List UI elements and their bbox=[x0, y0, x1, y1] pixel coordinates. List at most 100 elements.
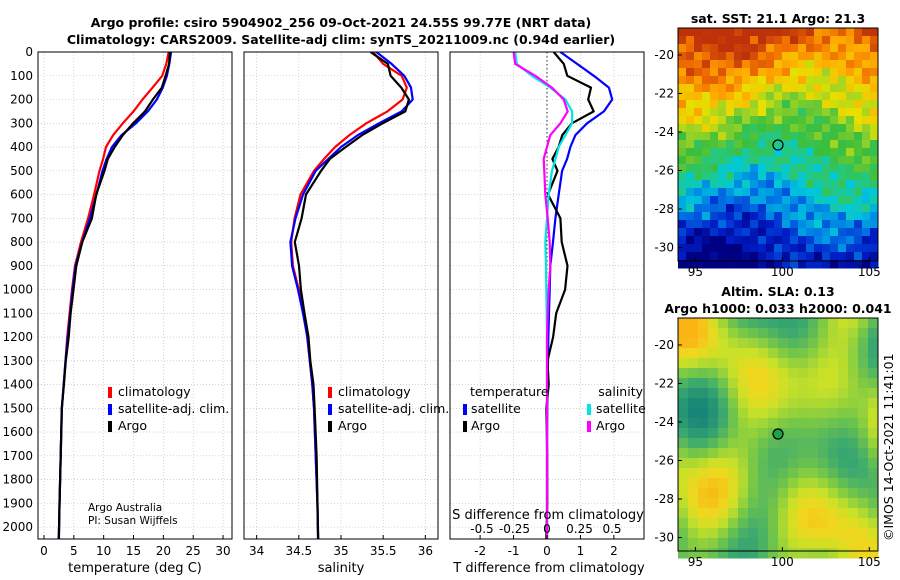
map-cell bbox=[862, 164, 871, 173]
map-cell bbox=[694, 116, 703, 125]
line-satellite-adj-clim- bbox=[289, 52, 414, 539]
map-cell bbox=[818, 408, 829, 419]
map-cell bbox=[782, 84, 791, 93]
map-cell bbox=[758, 148, 767, 157]
map-cell bbox=[686, 108, 695, 117]
map-cell bbox=[726, 212, 735, 221]
map-cell bbox=[678, 164, 687, 173]
map-cell bbox=[768, 328, 779, 339]
map-cell bbox=[694, 140, 703, 149]
map-cell bbox=[798, 92, 807, 101]
map-cell bbox=[830, 236, 839, 245]
map-cell bbox=[768, 368, 779, 379]
map-cell bbox=[726, 108, 735, 117]
map-cell bbox=[774, 244, 783, 253]
map-cell bbox=[710, 116, 719, 125]
s-legend-label-sat: satellite bbox=[596, 401, 646, 416]
map-cell bbox=[710, 44, 719, 53]
map-cell bbox=[708, 388, 719, 399]
map-cell bbox=[854, 28, 863, 37]
map-cell bbox=[708, 488, 719, 499]
map-cell bbox=[818, 518, 829, 529]
map-cell bbox=[678, 132, 687, 141]
map-cell bbox=[854, 100, 863, 109]
map-cell bbox=[768, 438, 779, 449]
map-cell bbox=[806, 132, 815, 141]
map-cell bbox=[734, 228, 743, 237]
depth-tick-label: 900 bbox=[10, 259, 33, 273]
map-cell bbox=[790, 52, 799, 61]
map-cell bbox=[870, 28, 879, 37]
map-cell bbox=[734, 148, 743, 157]
map-cell bbox=[710, 172, 719, 181]
map-cell bbox=[822, 84, 831, 93]
map-cell bbox=[686, 244, 695, 253]
map-cell bbox=[790, 188, 799, 197]
map-cell bbox=[698, 468, 709, 479]
map-cell bbox=[782, 236, 791, 245]
map-cell bbox=[830, 204, 839, 213]
x-tick-label: 15 bbox=[126, 544, 141, 558]
map-cell bbox=[848, 408, 859, 419]
s-x-tick-label: -0.5 bbox=[470, 522, 493, 536]
map-cell bbox=[798, 100, 807, 109]
sst-map-ticks: 95 100 105 -20 -22 -24 -26 -28 -30 bbox=[654, 48, 880, 279]
map-cell bbox=[750, 252, 759, 261]
map-cell bbox=[858, 468, 869, 479]
map-cell bbox=[862, 92, 871, 101]
map-cell bbox=[838, 538, 849, 549]
map-cell bbox=[728, 368, 739, 379]
map-cell bbox=[798, 228, 807, 237]
map-cell bbox=[710, 228, 719, 237]
x-tick-label: 34.5 bbox=[285, 544, 312, 558]
map-cell bbox=[808, 468, 819, 479]
s-x-tick-label: 0 bbox=[543, 522, 551, 536]
map-cell bbox=[854, 172, 863, 181]
map-cell bbox=[758, 60, 767, 69]
map-cell bbox=[738, 438, 749, 449]
map-cell bbox=[688, 428, 699, 439]
map-cell bbox=[742, 92, 751, 101]
map-cell bbox=[782, 164, 791, 173]
map-cell bbox=[708, 448, 719, 459]
map-cell bbox=[766, 84, 775, 93]
map-cell bbox=[678, 196, 687, 205]
map-cell bbox=[806, 212, 815, 221]
map-cell bbox=[738, 418, 749, 429]
map-cell bbox=[708, 418, 719, 429]
map-cell bbox=[742, 196, 751, 205]
map-cell bbox=[774, 44, 783, 53]
map-cell bbox=[788, 378, 799, 389]
map-cell bbox=[686, 252, 695, 261]
map-cell bbox=[798, 156, 807, 165]
map-cell bbox=[728, 528, 739, 539]
map-cell bbox=[742, 260, 751, 269]
map-cell bbox=[766, 68, 775, 77]
map-cell bbox=[822, 180, 831, 189]
map-cell bbox=[798, 478, 809, 489]
map-cell bbox=[758, 228, 767, 237]
map-cell bbox=[782, 132, 791, 141]
map-cell bbox=[838, 338, 849, 349]
map-cell bbox=[822, 36, 831, 45]
map-cell bbox=[774, 260, 783, 269]
lat-tick-label: -26 bbox=[654, 453, 674, 467]
map-cell bbox=[868, 518, 879, 529]
map-cell bbox=[708, 408, 719, 419]
map-cell bbox=[790, 68, 799, 77]
map-cell bbox=[686, 220, 695, 229]
map-cell bbox=[758, 438, 769, 449]
map-cell bbox=[788, 538, 799, 549]
map-cell bbox=[774, 156, 783, 165]
map-cell bbox=[790, 172, 799, 181]
credit-line1: Argo Australia bbox=[88, 502, 162, 514]
map-cell bbox=[854, 36, 863, 45]
map-cell bbox=[818, 508, 829, 519]
map-cell bbox=[788, 418, 799, 429]
map-cell bbox=[734, 52, 743, 61]
map-cell bbox=[750, 36, 759, 45]
lat-tick-label: -24 bbox=[654, 415, 674, 429]
map-cell bbox=[858, 518, 869, 529]
depth-tick-label: 400 bbox=[10, 140, 33, 154]
map-cell bbox=[858, 388, 869, 399]
